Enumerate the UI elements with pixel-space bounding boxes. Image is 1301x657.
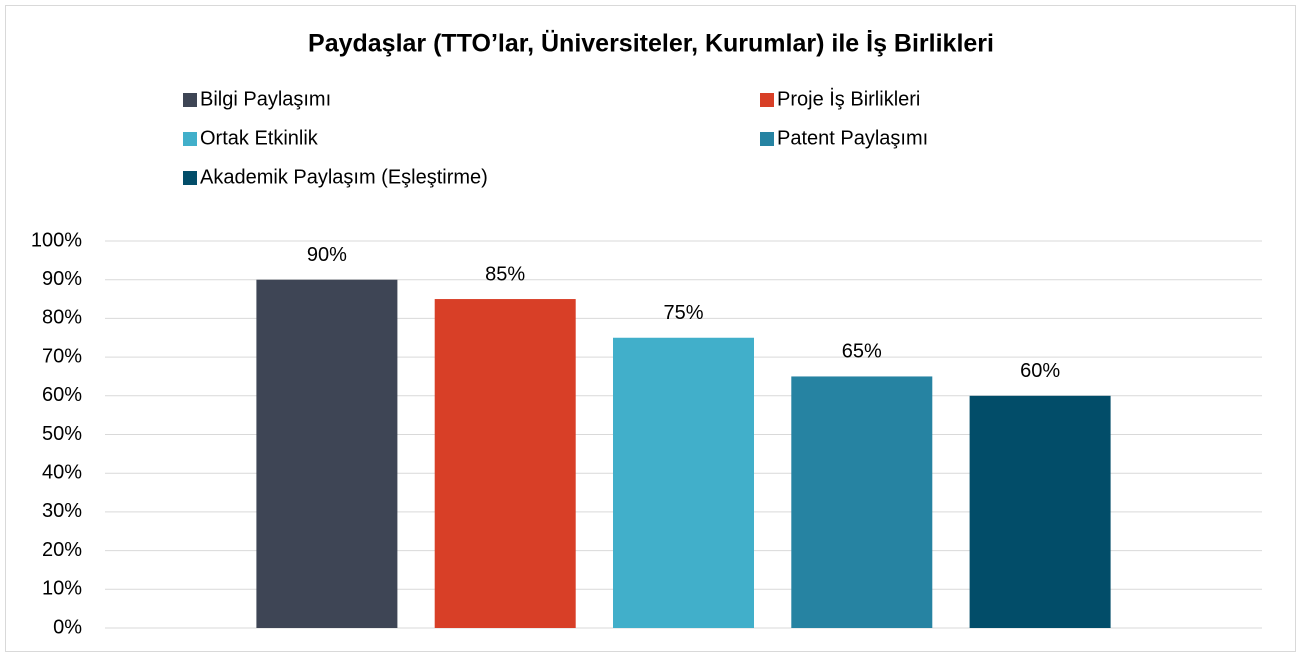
data-label: 85% bbox=[485, 263, 525, 285]
legend-label: Proje İş Birlikleri bbox=[777, 87, 920, 110]
y-tick-label: 0% bbox=[53, 616, 82, 638]
y-tick-label: 90% bbox=[42, 268, 82, 290]
y-tick-label: 30% bbox=[42, 500, 82, 522]
chart-title: Paydaşlar (TTO’lar, Üniversiteler, Kurum… bbox=[308, 29, 994, 58]
legend-label: Patent Paylaşımı bbox=[777, 127, 928, 149]
y-tick-label: 60% bbox=[42, 384, 82, 406]
legend-swatch bbox=[760, 132, 774, 146]
bar bbox=[969, 395, 1111, 628]
data-label: 90% bbox=[307, 244, 347, 266]
legend-swatch bbox=[183, 132, 197, 146]
legend-label: Akademik Paylaşım (Eşleştirme) bbox=[200, 166, 488, 188]
legend-label: Bilgi Paylaşımı bbox=[200, 88, 331, 110]
legend-swatch bbox=[183, 171, 197, 185]
bar bbox=[434, 299, 576, 628]
bar bbox=[256, 279, 398, 628]
data-label: 75% bbox=[663, 302, 703, 324]
y-tick-label: 100% bbox=[31, 229, 82, 251]
bar bbox=[613, 337, 754, 628]
bar bbox=[791, 376, 933, 628]
y-tick-label: 20% bbox=[42, 539, 82, 561]
y-tick-label: 10% bbox=[42, 578, 82, 600]
data-label: 65% bbox=[842, 341, 882, 363]
legend-swatch bbox=[760, 93, 774, 107]
y-tick-label: 80% bbox=[42, 307, 82, 329]
data-label: 60% bbox=[1020, 360, 1060, 382]
legend-swatch bbox=[183, 93, 197, 107]
y-tick-label: 40% bbox=[42, 461, 82, 483]
legend-label: Ortak Etkinlik bbox=[200, 127, 319, 149]
y-tick-label: 70% bbox=[42, 345, 82, 367]
y-tick-label: 50% bbox=[42, 423, 82, 445]
